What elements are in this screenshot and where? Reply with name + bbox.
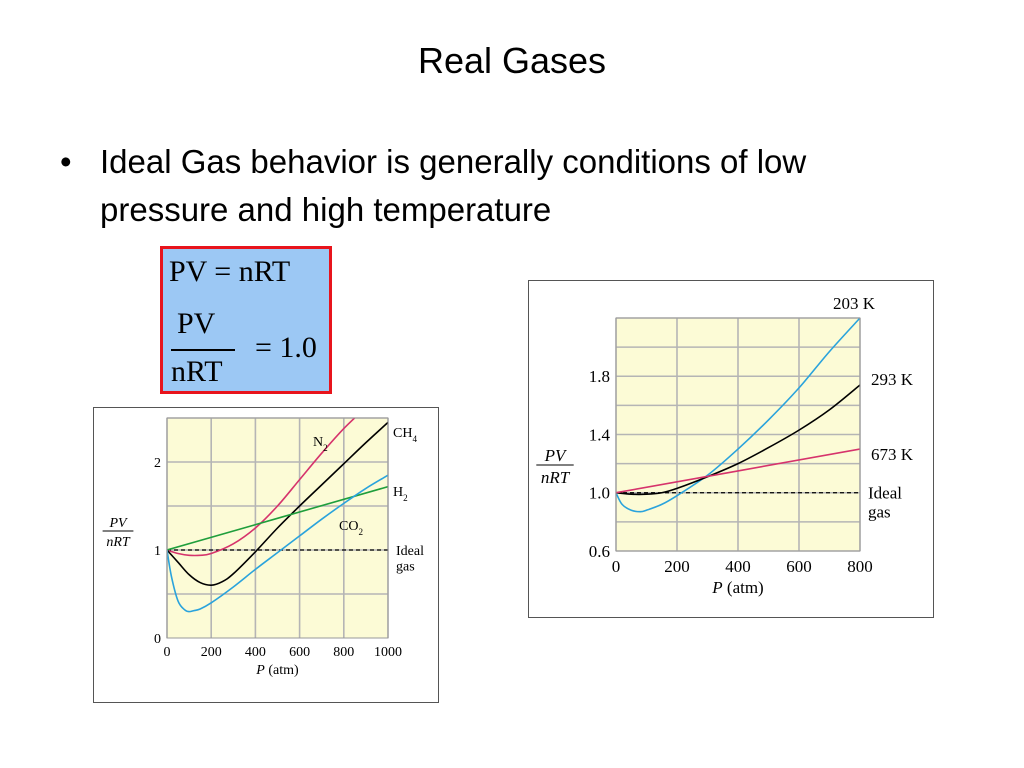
- y-axis-label-numerator: PV: [544, 446, 568, 465]
- x-tick-label-400: 400: [245, 645, 266, 660]
- x-tick-label-400: 400: [725, 557, 751, 576]
- series-label-673-k: 673 K: [871, 445, 914, 464]
- series-label-base-h2: H: [393, 485, 403, 500]
- equation-denominator: nRT: [171, 355, 223, 388]
- series-label-base-co2: CO: [339, 519, 358, 534]
- series-line-co2: [167, 474, 388, 613]
- series-line-ch4: [167, 421, 388, 587]
- series-label-sub-ch4: 4: [412, 434, 417, 444]
- x-axis-label-var: P: [255, 663, 265, 678]
- x-axis-label: P (atm): [255, 663, 299, 678]
- x-tick-label-0: 0: [164, 645, 171, 660]
- series-line-n2: [167, 418, 356, 557]
- y-axis-label-denominator: nRT: [541, 468, 571, 487]
- series-label-base-ch4: CH: [393, 426, 412, 441]
- bullet-text: Ideal Gas behavior is generally conditio…: [100, 143, 807, 228]
- chart-gases: 0 200 400 600 800 1000 0 1 2 P (atm) PV nRT Idealgas…: [102, 417, 424, 678]
- slide-title: Real Gases: [417, 40, 607, 81]
- y-tick-label-1: 1: [154, 544, 161, 559]
- x-tick-label-200: 200: [664, 557, 690, 576]
- x-tick-label-200: 200: [201, 645, 222, 660]
- equation-ideal-gas-law: PV = nRT: [169, 255, 291, 288]
- x-tick-label-0: 0: [612, 557, 621, 576]
- x-tick-label-600: 600: [786, 557, 812, 576]
- x-tick-label-800: 800: [847, 557, 873, 576]
- equation-rhs: = 1.0: [255, 331, 317, 364]
- y-tick-label-0: 0: [154, 632, 161, 647]
- ideal-gas-label-line2: gas: [396, 559, 415, 574]
- chart-gases-frame: 0 200 400 600 800 1000 0 1 2 P (atm) PV nRT Ideal gas…: [93, 407, 439, 703]
- y-tick-label-2: 2: [154, 456, 161, 471]
- equation-box: PV = nRT PV nRT = 1.0: [160, 246, 332, 394]
- fraction-bar: [171, 349, 235, 351]
- bullet-symbol: •: [60, 143, 72, 180]
- equation-numerator: PV: [177, 307, 216, 340]
- ideal-gas-label-line2: gas: [868, 502, 891, 521]
- chart-temperatures-frame: 0 200 400 600 800 0.6 1.0 1.4 1.8 P (atm) PV nRT Ide…: [528, 280, 934, 618]
- y-axis-label-numerator: PV: [108, 516, 128, 531]
- series-line-203-k: [616, 318, 860, 513]
- y-tick-label-1-4: 1.4: [589, 425, 611, 444]
- series-label-sub-h2: 2: [403, 493, 408, 503]
- x-axis-label-unit: (atm): [265, 663, 299, 678]
- plot-border: [166, 417, 389, 639]
- series-label-203-k: 203 K: [833, 294, 876, 313]
- x-axis-label-var: P: [711, 578, 722, 597]
- x-tick-label-1000: 1000: [374, 645, 402, 660]
- chart-temperatures: 0 200 400 600 800 0.6 1.0 1.4 1.8 P (atm) PV nRT Ide…: [536, 294, 914, 597]
- ideal-gas-label-line1: Ideal: [396, 544, 424, 559]
- x-axis-label: P (atm): [711, 578, 763, 597]
- series-label-h2: H2: [393, 485, 408, 503]
- x-tick-label-600: 600: [289, 645, 310, 660]
- series-label-sub-co2: 2: [358, 527, 363, 537]
- series-label-n2: N2: [313, 435, 328, 453]
- series-label-sub-n2: 2: [323, 443, 328, 453]
- series-label-293-k: 293 K: [871, 370, 914, 389]
- series-line-673-k: [616, 448, 860, 494]
- y-tick-label-0-6: 0.6: [589, 542, 610, 561]
- ideal-gas-label-line1: Ideal: [868, 484, 902, 503]
- series-label-co2: CO2: [339, 519, 363, 537]
- y-axis-label-denominator: nRT: [106, 535, 131, 550]
- series-label-ch4: CH4: [393, 426, 417, 444]
- y-tick-label-1-8: 1.8: [589, 367, 610, 386]
- series-label-base-n2: N: [313, 435, 323, 450]
- y-tick-label-1: 1.0: [589, 484, 610, 503]
- x-tick-label-800: 800: [333, 645, 354, 660]
- plot-border: [615, 317, 861, 552]
- x-axis-label-unit: (atm): [723, 578, 764, 597]
- series-line-h2: [167, 485, 388, 551]
